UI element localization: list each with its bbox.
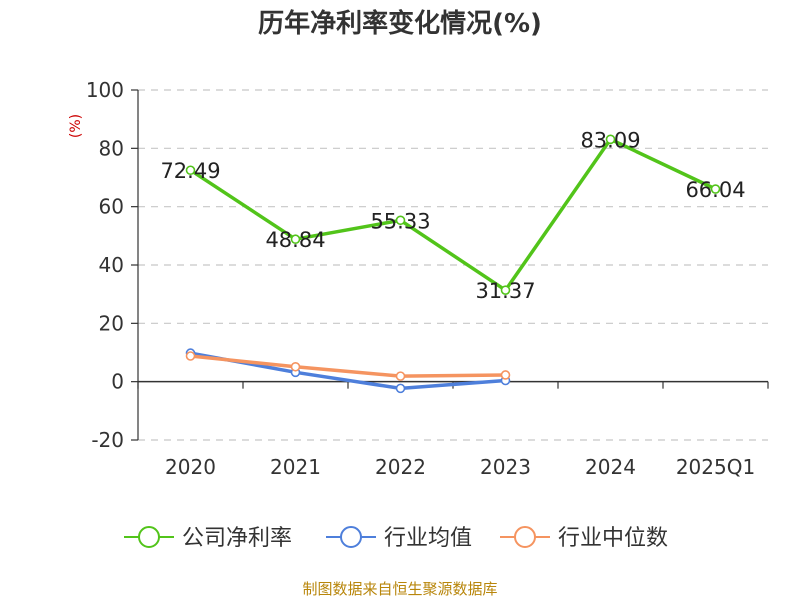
- data-point: [395, 383, 406, 394]
- source-note: 制图数据来自恒生聚源数据库: [302, 580, 497, 598]
- axes: 100 80 60 40 20 0 -20 2020 2021 2022 2023 2024 2025Q…: [86, 78, 769, 479]
- x-tick-label: 2025Q1: [676, 455, 755, 479]
- data-label: 55.33: [370, 209, 430, 233]
- y-tick-label: 20: [99, 311, 124, 335]
- legend-marker: [514, 526, 536, 548]
- data-label: 31.37: [475, 279, 535, 303]
- data-point: [710, 184, 721, 194]
- y-tick-label: 60: [99, 195, 124, 219]
- data-label: 72.49: [160, 159, 220, 183]
- y-tick-label: 100: [86, 78, 124, 102]
- legend: 公司净利率 行业均值 行业中位数: [124, 526, 668, 551]
- chart-title: 历年净利率变化情况(%): [258, 8, 542, 39]
- y-tick-label: 0: [111, 370, 124, 394]
- x-tick-label: 2024: [585, 455, 636, 479]
- data-point: [290, 361, 301, 372]
- series-group: [185, 134, 721, 394]
- y-tick-label: -20: [91, 428, 124, 452]
- data-label: 83.09: [580, 128, 640, 152]
- y-tick-label: 80: [99, 136, 124, 160]
- data-point: [395, 215, 406, 226]
- legend-label: 公司净利率: [182, 526, 292, 551]
- data-point: [395, 371, 406, 381]
- data-point: [185, 351, 196, 361]
- series-line: [190, 354, 506, 378]
- x-tick-label: 2020: [165, 455, 216, 479]
- y-tick-label: 40: [99, 253, 124, 277]
- data-point: [605, 134, 616, 145]
- data-label: 66.04: [685, 178, 745, 202]
- data-labels: 72.49 48.84 55.33 31.37 83.09 66.04: [160, 128, 745, 303]
- x-tick-label: 2022: [375, 455, 426, 479]
- x-tick-label: 2023: [480, 455, 531, 479]
- y-axis-label: (%): [68, 114, 84, 138]
- data-point: [185, 165, 196, 176]
- legend-marker: [340, 526, 362, 548]
- series-line: [189, 137, 717, 292]
- data-point: [500, 370, 511, 380]
- legend-label: 行业中位数: [558, 526, 668, 551]
- data-point: [290, 234, 301, 245]
- data-label: 48.84: [265, 228, 325, 252]
- legend-marker: [138, 526, 160, 548]
- x-tick-label: 2021: [270, 455, 321, 479]
- legend-label: 行业均值: [384, 526, 472, 551]
- data-point: [500, 285, 511, 295]
